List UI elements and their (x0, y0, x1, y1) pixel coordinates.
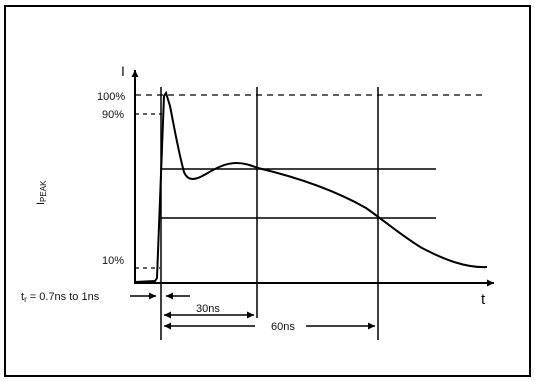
y-axis-symbol: I (121, 63, 125, 79)
rise-time-suffix: = 0.7ns to 1ns (27, 291, 100, 303)
y-axis-title-subscript: PEAK (39, 180, 48, 202)
x-axis-symbol: t (481, 291, 486, 308)
interval-60ns-label: 60ns (271, 321, 295, 333)
y-axis-title: IPEAK (35, 180, 48, 205)
interval-30ns-label: 30ns (196, 303, 220, 315)
rise-time-label: tr = 0.7ns to 1ns (21, 291, 100, 304)
level-90-label: 90% (102, 109, 124, 121)
level-10-label: 10% (102, 255, 124, 267)
level-100-label: 100% (97, 91, 125, 103)
figure-frame (5, 6, 530, 376)
current-waveform-curve (135, 93, 487, 282)
